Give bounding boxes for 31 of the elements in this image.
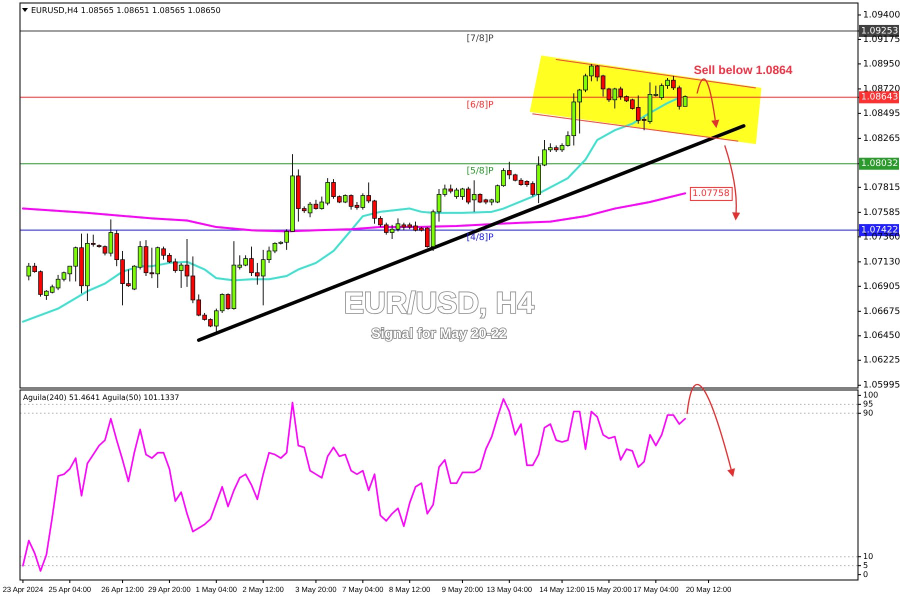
y-tick-label: 1.06450 xyxy=(863,331,900,342)
y-tick-label: 1.06225 xyxy=(863,356,900,366)
y-tick-label: 0 xyxy=(863,570,868,579)
y-tick-label: 1.07585 xyxy=(863,208,900,218)
ref-line-label: [7/8]P xyxy=(466,34,494,44)
y-tick-label: 1.08265 xyxy=(863,134,900,144)
y-tick-label: 90 xyxy=(863,408,874,418)
y-tick-label: 1.06905 xyxy=(863,282,900,292)
ref-line-label: [6/8]P xyxy=(466,100,494,110)
y-tick-label: 1.09400 xyxy=(863,10,900,20)
text: EUR/USD, H4 xyxy=(344,287,534,320)
y-tick-label: 100 xyxy=(863,390,878,400)
y-tick-label: 1.05995 xyxy=(863,380,900,391)
y-tick-label: 1.08950 xyxy=(863,59,900,70)
y-tick-label: 1.09253 xyxy=(861,26,898,36)
y-tick-label: 1.08032 xyxy=(861,159,898,170)
ref-line-label: [5/8]P xyxy=(466,166,494,177)
y-tick-label: 1.08643 xyxy=(861,92,898,103)
y-tick-label: 1.07815 xyxy=(863,182,900,193)
annotation: EURUSD,H4 1.08565 1.08651 1.08565 1.08650 xyxy=(31,6,221,15)
y-tick-label: 10 xyxy=(863,552,874,561)
y-tick-label: 1.08495 xyxy=(863,108,900,119)
y-tick-label: 95 xyxy=(863,400,874,409)
text: Signal for May 20-22 xyxy=(371,324,507,341)
y-tick-label: 5 xyxy=(863,560,868,570)
y-tick-label: 1.09175 xyxy=(863,34,900,45)
annotation: 1.07758 xyxy=(692,189,730,200)
y-tick-label: 1.06675 xyxy=(863,306,900,317)
y-tick-label: 1.07130 xyxy=(863,257,900,268)
annotation: Sell below 1.0864 xyxy=(694,63,793,78)
ref-line-label: [4/8]P xyxy=(466,233,494,244)
